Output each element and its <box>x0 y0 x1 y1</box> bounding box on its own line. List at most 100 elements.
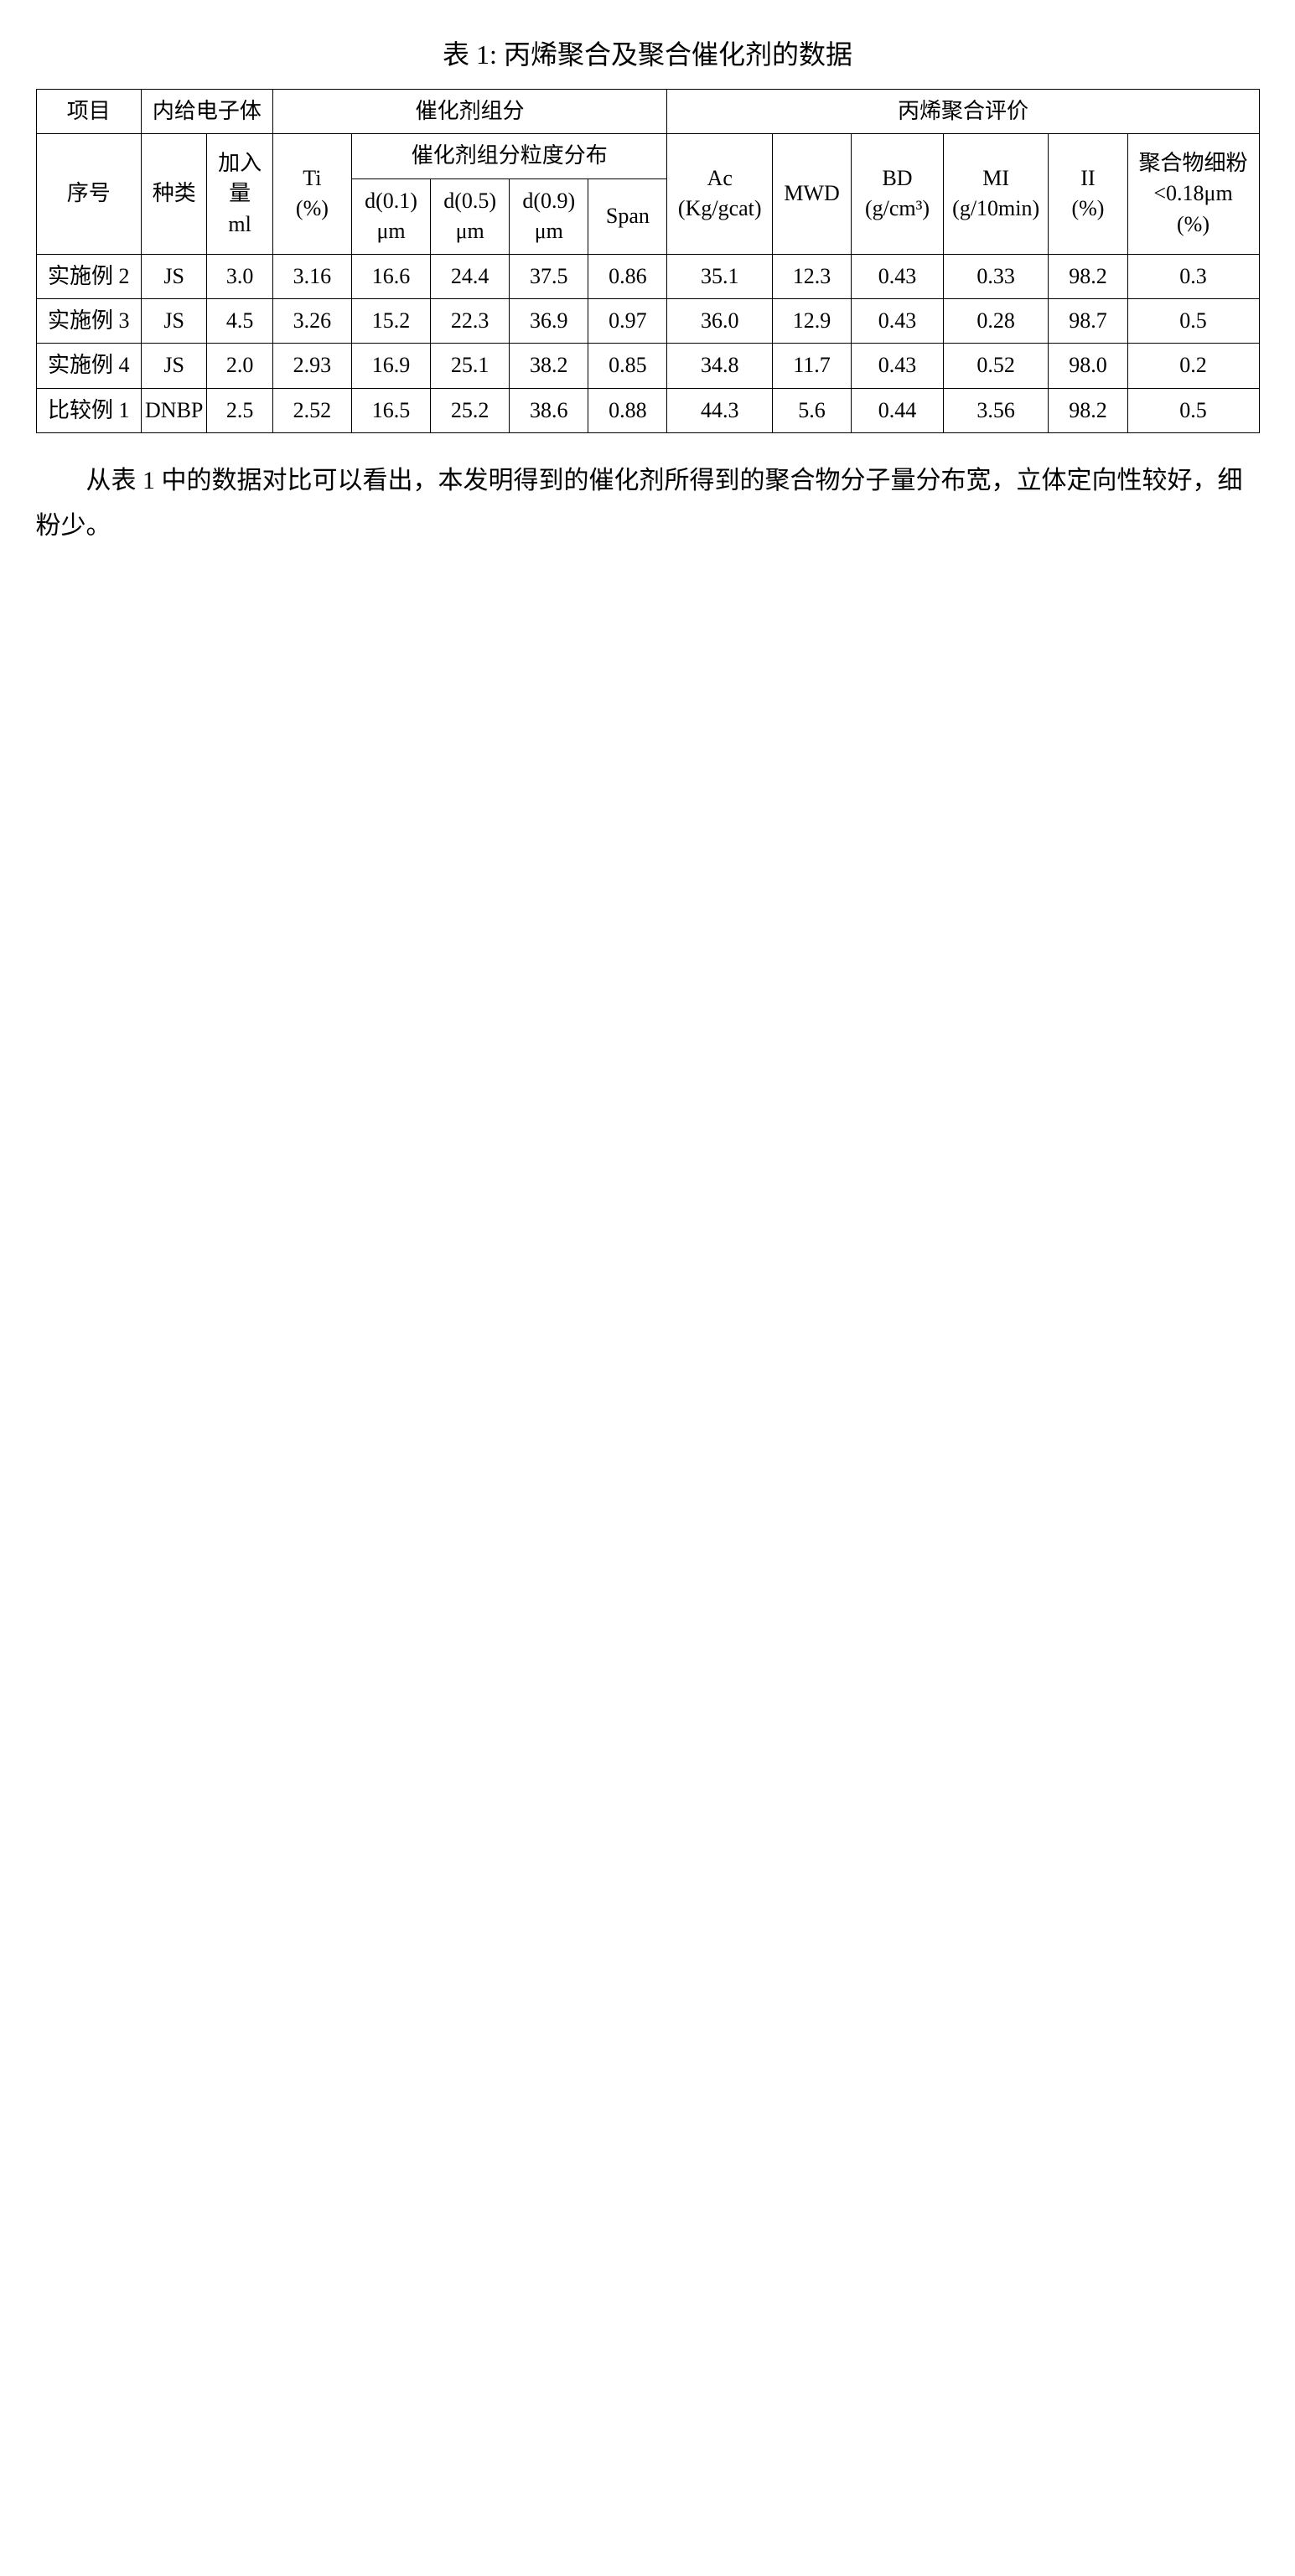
header-mi-label: MI <box>947 163 1045 194</box>
footnote-text: 从表 1 中的数据对比可以看出，本发明得到的催化剂所得到的聚合物分子量分布宽，立… <box>36 458 1260 549</box>
header-kind: 种类 <box>142 134 207 254</box>
header-index: 序号 <box>36 134 142 254</box>
header-span: Span <box>588 178 667 254</box>
cell-ii: 98.0 <box>1049 344 1127 388</box>
cell-index: 实施例 3 <box>36 298 142 343</box>
cell-mi: 0.28 <box>943 298 1049 343</box>
cell-bd: 0.43 <box>852 298 944 343</box>
cell-mwd: 5.6 <box>772 388 851 432</box>
header-row-2: 序号 种类 加入量 ml Ti (%) 催化剂组分粒度分布 Ac (Kg/gca… <box>36 134 1259 178</box>
cell-ti: 2.52 <box>272 388 351 432</box>
cell-fines: 0.5 <box>1127 388 1259 432</box>
cell-ac: 36.0 <box>667 298 773 343</box>
cell-span: 0.85 <box>588 344 667 388</box>
header-amount: 加入量 ml <box>207 134 272 254</box>
header-ti: Ti (%) <box>272 134 351 254</box>
header-project: 项目 <box>36 90 142 134</box>
header-ii-unit: (%) <box>1052 194 1123 224</box>
cell-ti: 3.26 <box>272 298 351 343</box>
header-poly-eval: 丙烯聚合评价 <box>667 90 1259 134</box>
table-row: 实施例 2JS3.03.1616.624.437.50.8635.112.30.… <box>36 254 1259 298</box>
cell-fines: 0.2 <box>1127 344 1259 388</box>
header-d09-unit: μm <box>513 216 584 246</box>
header-psd: 催化剂组分粒度分布 <box>351 134 667 178</box>
header-ac-unit: (Kg/gcat) <box>671 194 769 224</box>
cell-ii: 98.7 <box>1049 298 1127 343</box>
table-body: 实施例 2JS3.03.1616.624.437.50.8635.112.30.… <box>36 254 1259 433</box>
cell-ac: 35.1 <box>667 254 773 298</box>
cell-d01: 15.2 <box>351 298 430 343</box>
table-header: 项目 内给电子体 催化剂组分 丙烯聚合评价 序号 种类 加入量 ml Ti (%… <box>36 90 1259 255</box>
cell-d09: 38.6 <box>510 388 588 432</box>
header-ac: Ac (Kg/gcat) <box>667 134 773 254</box>
cell-span: 0.97 <box>588 298 667 343</box>
cell-mi: 0.33 <box>943 254 1049 298</box>
cell-bd: 0.43 <box>852 344 944 388</box>
header-bd: BD (g/cm³) <box>852 134 944 254</box>
table-row: 实施例 3JS4.53.2615.222.336.90.9736.012.90.… <box>36 298 1259 343</box>
cell-index: 比较例 1 <box>36 388 142 432</box>
cell-ti: 3.16 <box>272 254 351 298</box>
header-d09-label: d(0.9) <box>513 186 584 216</box>
header-amount-top: 加入量 <box>210 148 268 209</box>
cell-d05: 24.4 <box>431 254 510 298</box>
header-ti-label: Ti <box>277 163 348 194</box>
header-row-1: 项目 内给电子体 催化剂组分 丙烯聚合评价 <box>36 90 1259 134</box>
table-title: 表 1: 丙烯聚合及聚合催化剂的数据 <box>36 34 1260 72</box>
cell-ac: 34.8 <box>667 344 773 388</box>
header-d05-unit: μm <box>434 216 505 246</box>
cell-d09: 37.5 <box>510 254 588 298</box>
header-amount-unit: ml <box>210 209 268 240</box>
cell-amount: 2.5 <box>207 388 272 432</box>
header-d05-label: d(0.5) <box>434 186 505 216</box>
cell-ii: 98.2 <box>1049 388 1127 432</box>
header-ac-label: Ac <box>671 163 769 194</box>
header-catalyst-component: 催化剂组分 <box>272 90 667 134</box>
cell-d05: 25.1 <box>431 344 510 388</box>
page-container: 表 1: 丙烯聚合及聚合催化剂的数据 项目 内给电子体 催化剂组分 丙烯聚合评价 <box>36 34 1260 549</box>
cell-amount: 2.0 <box>207 344 272 388</box>
cell-kind: JS <box>142 344 207 388</box>
cell-kind: DNBP <box>142 388 207 432</box>
cell-d09: 38.2 <box>510 344 588 388</box>
header-fines-l1: 聚合物细粉 <box>1132 148 1256 178</box>
header-ii-label: II <box>1052 163 1123 194</box>
cell-mwd: 12.9 <box>772 298 851 343</box>
cell-span: 0.88 <box>588 388 667 432</box>
cell-mwd: 12.3 <box>772 254 851 298</box>
cell-amount: 4.5 <box>207 298 272 343</box>
table-row: 比较例 1DNBP2.52.5216.525.238.60.8844.35.60… <box>36 388 1259 432</box>
cell-index: 实施例 4 <box>36 344 142 388</box>
header-bd-label: BD <box>855 163 940 194</box>
header-fines-l2: <0.18μm <box>1132 178 1256 209</box>
cell-kind: JS <box>142 298 207 343</box>
cell-bd: 0.43 <box>852 254 944 298</box>
cell-kind: JS <box>142 254 207 298</box>
cell-fines: 0.3 <box>1127 254 1259 298</box>
table-row: 实施例 4JS2.02.9316.925.138.20.8534.811.70.… <box>36 344 1259 388</box>
cell-span: 0.86 <box>588 254 667 298</box>
cell-ac: 44.3 <box>667 388 773 432</box>
header-d09: d(0.9) μm <box>510 178 588 254</box>
header-mwd: MWD <box>772 134 851 254</box>
cell-mi: 0.52 <box>943 344 1049 388</box>
header-mi: MI (g/10min) <box>943 134 1049 254</box>
header-fines: 聚合物细粉 <0.18μm (%) <box>1127 134 1259 254</box>
header-ti-unit: (%) <box>277 194 348 224</box>
cell-d01: 16.6 <box>351 254 430 298</box>
data-table: 项目 内给电子体 催化剂组分 丙烯聚合评价 序号 种类 加入量 ml Ti (%… <box>36 89 1260 433</box>
cell-mwd: 11.7 <box>772 344 851 388</box>
cell-d01: 16.9 <box>351 344 430 388</box>
cell-mi: 3.56 <box>943 388 1049 432</box>
header-fines-l3: (%) <box>1132 209 1256 240</box>
cell-d01: 16.5 <box>351 388 430 432</box>
cell-index: 实施例 2 <box>36 254 142 298</box>
header-d01: d(0.1) μm <box>351 178 430 254</box>
header-ii: II (%) <box>1049 134 1127 254</box>
cell-ii: 98.2 <box>1049 254 1127 298</box>
header-d01-label: d(0.1) <box>355 186 427 216</box>
cell-amount: 3.0 <box>207 254 272 298</box>
cell-d09: 36.9 <box>510 298 588 343</box>
cell-fines: 0.5 <box>1127 298 1259 343</box>
header-d05: d(0.5) μm <box>431 178 510 254</box>
